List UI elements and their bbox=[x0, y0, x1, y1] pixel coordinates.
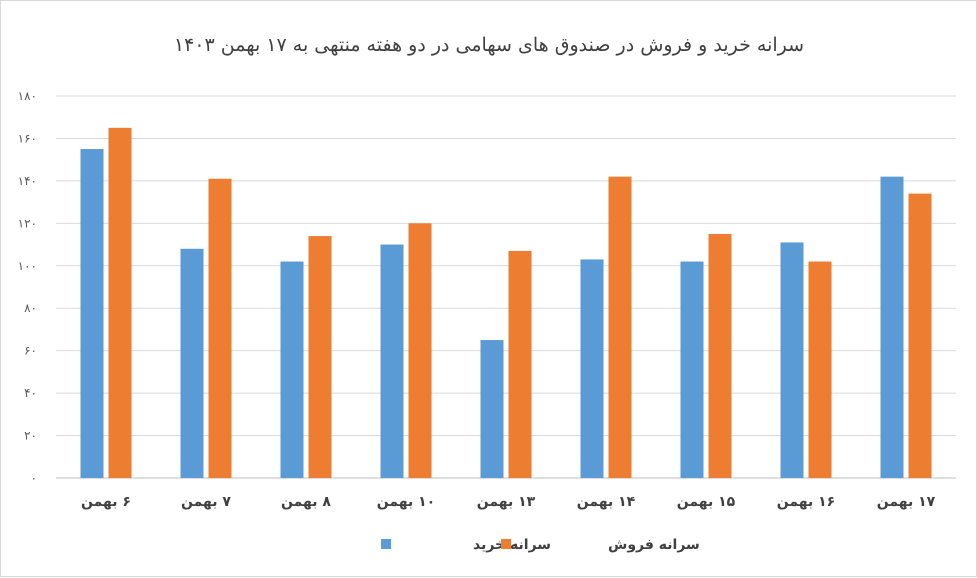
bar-buy bbox=[180, 248, 204, 478]
y-axis-ticks: ۰ ۲۰ ۴۰ ۶۰ ۸۰ ۱۰۰ ۱۲۰ ۱۴۰ ۱۶۰ ۱۸۰ bbox=[18, 89, 37, 485]
bar-buy bbox=[280, 261, 304, 478]
x-tick-label: ۱۳ بهمن bbox=[477, 494, 536, 510]
bar-buy bbox=[380, 244, 404, 478]
chart-title: سرانه خرید و فروش در صندوق های سهامی در … bbox=[174, 34, 804, 56]
y-tick-label: ۴۰ bbox=[24, 386, 37, 400]
bar-sell bbox=[208, 178, 232, 478]
y-tick-label: ۰ bbox=[31, 471, 37, 485]
bar-buy bbox=[80, 149, 104, 479]
bar-sell bbox=[108, 127, 132, 478]
x-tick-label: ۱۰ بهمن bbox=[377, 494, 435, 510]
x-tick-label: ۱۶ بهمن bbox=[777, 494, 835, 510]
y-tick-label: ۱۴۰ bbox=[18, 174, 37, 188]
x-tick-label: ۱۴ بهمن bbox=[577, 494, 636, 510]
bar-buy bbox=[580, 259, 604, 478]
x-tick-label: ۶ بهمن bbox=[81, 494, 131, 510]
y-tick-label: ۱۶۰ bbox=[18, 131, 37, 145]
bar-sell bbox=[808, 261, 832, 478]
legend-swatch bbox=[501, 539, 511, 549]
y-tick-label: ۱۰۰ bbox=[18, 259, 37, 273]
y-tick-label: ۶۰ bbox=[24, 344, 37, 358]
bar-sell bbox=[608, 176, 632, 478]
gridlines bbox=[56, 95, 956, 479]
legend-label: سرانه خرید bbox=[473, 537, 551, 553]
x-tick-label: ۱۷ بهمن bbox=[877, 494, 936, 510]
y-tick-label: ۸۰ bbox=[24, 301, 37, 315]
bars bbox=[80, 127, 932, 479]
x-tick-label: ۷ بهمن bbox=[181, 494, 231, 510]
bar-sell bbox=[708, 233, 732, 478]
x-tick-label: ۱۵ بهمن bbox=[677, 494, 736, 510]
y-tick-label: ۱۲۰ bbox=[18, 216, 37, 230]
legend-swatch bbox=[381, 539, 391, 549]
bar-sell bbox=[308, 236, 332, 478]
y-tick-label: ۲۰ bbox=[24, 429, 37, 443]
bar-sell bbox=[908, 193, 932, 478]
bar-buy bbox=[880, 176, 904, 478]
bar-sell bbox=[508, 250, 532, 478]
legend-label: سرانه فروش bbox=[608, 537, 700, 553]
bar-buy bbox=[680, 261, 704, 478]
x-tick-label: ۸ بهمن bbox=[281, 494, 331, 510]
legend: سرانه خرید سرانه فروش bbox=[381, 537, 700, 553]
x-axis-ticks: ۶ بهمن ۷ بهمن ۸ بهمن ۱۰ بهمن ۱۳ بهمن ۱۴ بهمن ۱… bbox=[81, 494, 936, 510]
bar-buy bbox=[780, 242, 804, 478]
y-tick-label: ۱۸۰ bbox=[18, 89, 37, 103]
bar-sell bbox=[408, 223, 432, 478]
bar-buy bbox=[480, 340, 504, 478]
